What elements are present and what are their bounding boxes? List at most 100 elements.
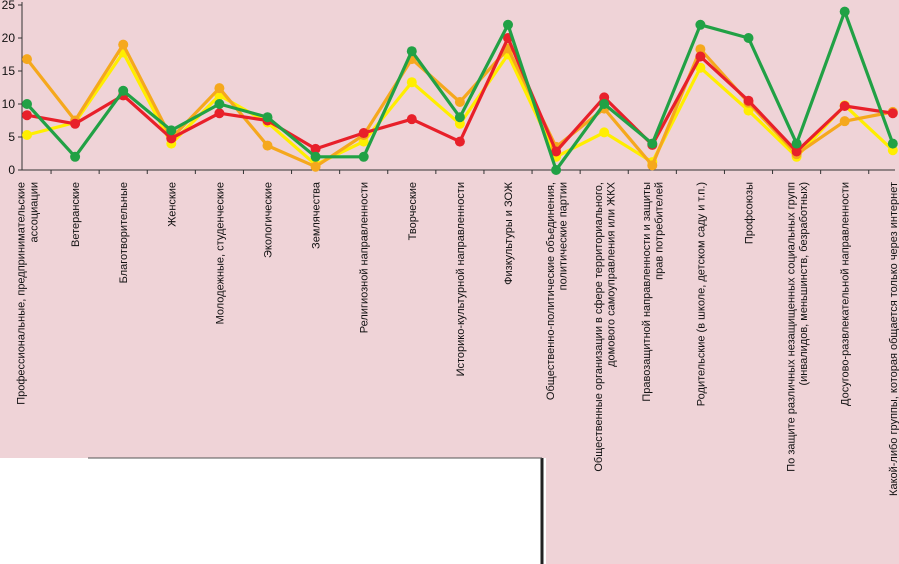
y-tick-label: 15 [2, 64, 16, 78]
category-label: Физкультуры и ЗОЖ [503, 182, 515, 285]
category-label-line: Родительские (в школе, детском саду и т.… [695, 182, 707, 406]
data-point [887, 108, 898, 119]
category-label: Общественно-политические объединения, пол… [545, 182, 570, 400]
data-point [743, 95, 754, 106]
data-point [22, 99, 32, 109]
category-label: По защите различных незащищенных социаль… [785, 182, 810, 472]
category-label: Родительские (в школе, детском саду и т.… [695, 182, 707, 406]
data-point [599, 127, 610, 138]
category-label-line: Профессиональные, предпринимательские [16, 182, 28, 405]
data-point [406, 46, 417, 57]
data-point [358, 151, 369, 162]
category-label-line: Физкультуры и ЗОЖ [503, 182, 515, 285]
category-label: Профсоюзы [744, 182, 756, 244]
data-point [70, 118, 81, 129]
data-point [551, 165, 562, 175]
data-point [358, 128, 369, 139]
data-point [743, 33, 754, 43]
data-point [454, 97, 465, 108]
data-point [454, 136, 465, 147]
data-point [695, 62, 706, 73]
data-point [887, 138, 898, 149]
data-point [406, 77, 417, 88]
data-point [839, 100, 850, 111]
category-label-line: Женские [166, 182, 178, 227]
category-label: Благотворительные [118, 182, 130, 283]
y-tick-label: 20 [2, 31, 16, 45]
data-point [262, 112, 273, 123]
data-point [166, 125, 177, 136]
data-point [214, 99, 225, 109]
data-point [166, 133, 177, 144]
data-point [503, 19, 513, 30]
category-label-line: Благотворительные [118, 182, 130, 283]
category-label: Религиозной направленности [359, 182, 371, 333]
data-point [695, 44, 706, 55]
category-label-line: Досугово-развлекательной направленности [840, 182, 852, 406]
data-point [118, 85, 129, 96]
category-label: Общественные организации в сфере террито… [593, 181, 618, 471]
category-label-line: Правозащитной направленности и защиты [641, 182, 653, 402]
y-tick-label: 5 [8, 130, 15, 144]
category-label: Женские [166, 182, 178, 227]
category-label: Ветеранские [70, 182, 82, 247]
y-tick-label: 25 [2, 0, 16, 12]
data-point [310, 143, 321, 154]
blank-panel [0, 458, 546, 564]
data-point [839, 116, 850, 127]
category-label: Правозащитной направленности и защиты пра… [641, 182, 666, 402]
category-label: Творческие [407, 182, 419, 240]
y-tick-label: 0 [8, 163, 15, 177]
data-point [22, 54, 32, 65]
data-point [695, 51, 706, 62]
category-label-line: ассоциации [28, 182, 40, 243]
category-label-line: Молодежные, студенческие [214, 182, 226, 324]
category-label: Землячества [311, 181, 323, 249]
data-point [743, 105, 754, 116]
category-label-line: Религиозной направленности [359, 182, 371, 333]
data-point [70, 151, 81, 162]
category-label-line: По защите различных незащищенных социаль… [785, 182, 797, 472]
category-label: Досугово-развлекательной направленности [840, 182, 852, 406]
data-point [214, 108, 225, 119]
category-label: Историко-культурной направленности [455, 182, 467, 376]
data-point [791, 146, 802, 157]
category-label-line: прав потребителей [654, 182, 666, 280]
category-label: Экологические [263, 182, 275, 258]
data-point [647, 138, 658, 149]
y-axis-ticks: 0 5 10 15 20 25 [2, 0, 22, 177]
category-label-line: Историко-культурной направленности [455, 182, 467, 376]
data-point [214, 83, 225, 94]
data-point [22, 110, 32, 121]
data-point [310, 151, 321, 162]
category-label-line: Ветеранские [70, 182, 82, 247]
category-label-line: Профсоюзы [744, 182, 756, 244]
data-point [791, 138, 802, 149]
category-label-line: домового самоуправления или ЖКХ [606, 181, 618, 367]
data-point [406, 114, 417, 125]
category-label: Профессиональные, предпринимательские асс… [16, 182, 41, 405]
category-label-line: Землячества [311, 181, 323, 249]
category-label-line: (инвалидов, меньшинств, безработных) [798, 182, 810, 386]
category-label-line: Творческие [407, 182, 419, 240]
category-label-line: Экологические [263, 182, 275, 258]
category-label-line: Какой-либо группы, которая общается толь… [888, 182, 899, 496]
data-point [454, 112, 465, 123]
series-4 [22, 6, 898, 175]
data-point [551, 146, 562, 157]
data-point [695, 19, 706, 30]
category-label-line: Общественно-политические объединения, [545, 182, 557, 400]
data-point [118, 39, 129, 50]
series-layer [22, 6, 898, 175]
data-point [599, 99, 610, 109]
y-tick-label: 10 [2, 97, 16, 111]
category-label: Молодежные, студенческие [214, 182, 226, 324]
category-label-line: политические партии [557, 182, 569, 290]
data-point [22, 130, 32, 141]
data-point [647, 160, 658, 171]
x-axis-ticks [50, 170, 870, 174]
category-label-line: Общественные организации в сфере террито… [593, 182, 605, 472]
